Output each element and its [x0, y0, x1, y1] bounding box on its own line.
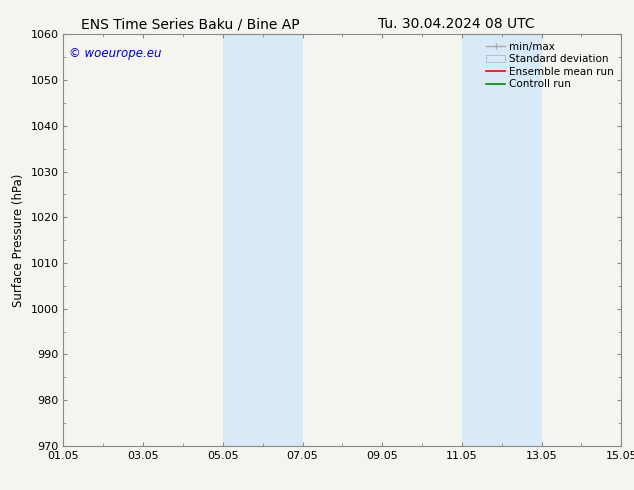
Y-axis label: Surface Pressure (hPa): Surface Pressure (hPa)	[12, 173, 25, 307]
Bar	[462, 34, 541, 446]
Text: ENS Time Series Baku / Bine AP: ENS Time Series Baku / Bine AP	[81, 17, 299, 31]
Text: © woeurope.eu: © woeurope.eu	[69, 47, 162, 60]
Bar	[223, 34, 302, 446]
Legend: min/max, Standard deviation, Ensemble mean run, Controll run: min/max, Standard deviation, Ensemble me…	[484, 40, 616, 92]
Text: Tu. 30.04.2024 08 UTC: Tu. 30.04.2024 08 UTC	[378, 17, 535, 31]
